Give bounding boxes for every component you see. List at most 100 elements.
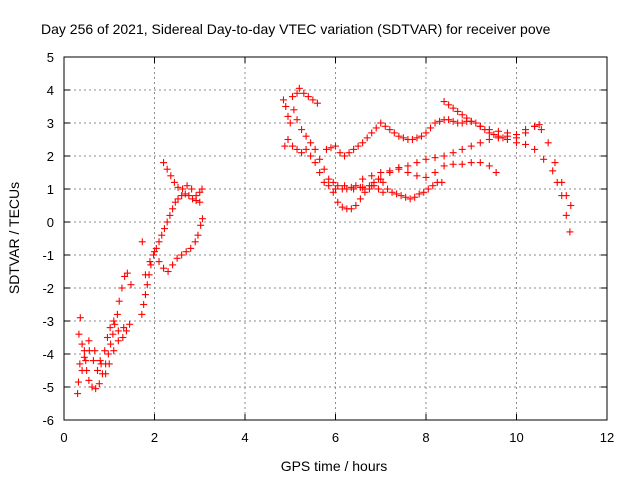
data-points <box>74 84 575 398</box>
data-point <box>160 264 168 272</box>
data-point <box>413 134 421 142</box>
data-point <box>356 195 364 203</box>
data-point <box>549 167 557 175</box>
data-point <box>284 112 292 120</box>
data-point <box>540 155 548 163</box>
data-point <box>295 84 303 92</box>
data-point <box>166 211 174 219</box>
y-tick-label: 4 <box>47 83 54 98</box>
data-point <box>110 347 118 355</box>
x-tick-label: 2 <box>151 430 158 445</box>
data-point <box>341 182 349 190</box>
data-point <box>372 124 380 132</box>
data-point <box>109 330 117 338</box>
data-point <box>160 225 168 233</box>
data-point <box>74 378 82 386</box>
data-point <box>289 142 297 150</box>
data-point <box>289 93 297 101</box>
data-point <box>440 98 448 106</box>
data-point <box>163 165 171 173</box>
data-point <box>458 160 466 168</box>
data-point <box>402 193 410 201</box>
data-point <box>96 357 104 365</box>
data-point <box>106 324 114 332</box>
data-point <box>147 261 155 269</box>
data-point <box>141 291 149 299</box>
data-point <box>91 347 99 355</box>
data-point <box>293 145 301 153</box>
data-point <box>104 350 112 358</box>
data-point <box>399 134 407 142</box>
data-point <box>522 140 530 148</box>
data-point <box>551 159 559 167</box>
data-point <box>397 192 405 200</box>
data-point <box>183 182 191 190</box>
data-point <box>76 360 84 368</box>
data-point <box>282 103 290 110</box>
data-point <box>155 238 163 246</box>
data-point <box>368 182 376 190</box>
data-point <box>544 139 552 147</box>
data-point <box>111 320 119 328</box>
data-point <box>336 149 344 157</box>
data-point <box>562 211 570 219</box>
data-point <box>431 154 439 162</box>
data-point <box>363 134 371 142</box>
data-point <box>80 353 88 361</box>
data-point <box>307 139 315 147</box>
data-point <box>138 238 146 246</box>
data-point <box>381 122 389 130</box>
data-point <box>350 145 358 153</box>
data-point <box>558 178 566 186</box>
data-point <box>413 172 421 180</box>
data-point <box>127 281 135 289</box>
data-point <box>80 347 88 355</box>
data-point <box>329 178 337 186</box>
data-point <box>169 205 177 213</box>
y-tick-label: 2 <box>47 149 54 164</box>
data-point <box>298 126 306 134</box>
data-point <box>494 127 502 135</box>
data-point <box>458 145 466 153</box>
data-point <box>316 155 324 163</box>
data-point <box>454 107 462 115</box>
data-point <box>494 134 502 142</box>
y-tick-label: 5 <box>47 50 54 65</box>
data-point <box>320 178 328 186</box>
data-point <box>406 195 414 203</box>
data-point <box>476 139 484 147</box>
data-point <box>395 132 403 140</box>
data-point <box>422 155 430 163</box>
plot-frame <box>63 56 608 421</box>
data-point <box>302 132 310 140</box>
data-point <box>113 310 121 318</box>
data-point <box>427 124 435 132</box>
data-point <box>105 360 113 368</box>
data-point <box>386 167 394 175</box>
data-point <box>143 281 151 289</box>
data-point <box>298 149 306 157</box>
data-point <box>311 145 319 153</box>
data-point <box>151 248 158 256</box>
data-point <box>118 284 126 292</box>
data-point <box>320 165 328 173</box>
data-point <box>485 162 493 170</box>
data-point <box>388 188 396 196</box>
y-tick-label: -2 <box>42 281 54 296</box>
y-tick-label: 0 <box>47 215 54 230</box>
data-point <box>185 192 193 200</box>
data-point <box>327 144 335 152</box>
data-point <box>290 106 298 114</box>
x-tick-label: 8 <box>422 430 429 445</box>
data-point <box>531 145 539 153</box>
data-point <box>522 129 530 137</box>
data-point <box>110 317 118 325</box>
data-point <box>311 159 319 167</box>
data-point <box>531 122 539 130</box>
data-point <box>458 111 466 119</box>
data-point <box>440 152 448 160</box>
data-point <box>384 185 392 193</box>
data-point <box>146 258 154 266</box>
data-point <box>350 185 358 193</box>
data-point <box>194 231 202 239</box>
